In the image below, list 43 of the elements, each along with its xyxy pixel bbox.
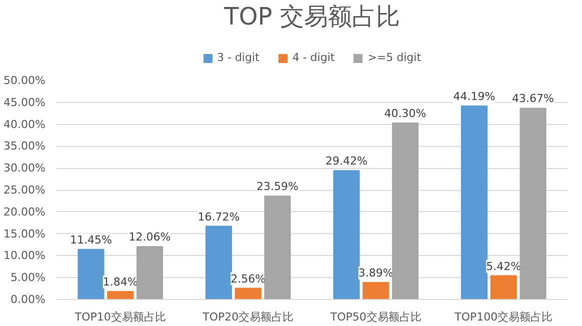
data-label: 40.30% (384, 106, 426, 120)
bar (234, 288, 262, 300)
data-label: 2.56% (230, 272, 266, 286)
bar (490, 275, 517, 300)
y-tick-label: 50.00% (4, 74, 46, 87)
y-tick-label: 15.00% (4, 227, 46, 240)
y-tick-label: 30.00% (4, 162, 46, 175)
y-tick-label: 10.00% (4, 249, 46, 262)
bar (520, 108, 546, 300)
bar (205, 226, 232, 300)
data-label: 16.72% (198, 210, 240, 224)
bar (333, 170, 360, 300)
y-tick-label: 40.00% (4, 118, 46, 131)
data-label: 12.06% (128, 230, 171, 244)
data-label: 3.89% (358, 266, 394, 280)
bar (460, 105, 488, 300)
x-tick-label: TOP50交易额占比 (329, 310, 422, 324)
data-label: 23.59% (256, 180, 298, 194)
data-label: 5.42% (486, 260, 522, 273)
y-tick-label: 35.00% (4, 140, 46, 153)
bar (362, 282, 390, 300)
x-tick-label: TOP100交易额占比 (454, 310, 553, 324)
bar (107, 290, 134, 300)
legend-label: 4 - digit (292, 51, 335, 64)
legend-label: 3 - digit (216, 51, 260, 64)
data-label: 44.19% (453, 90, 496, 103)
y-tick-label: 20.00% (4, 205, 46, 218)
data-label: 43.67% (512, 92, 554, 106)
bar (136, 246, 164, 300)
legend-label: >=5 digit (368, 51, 422, 64)
bar (264, 196, 291, 300)
y-tick-label: 45.00% (4, 96, 46, 109)
data-label: 1.84% (102, 275, 138, 288)
data-label: 11.45% (70, 233, 112, 246)
y-tick-label: 5.00% (10, 271, 46, 284)
data-label: 29.42% (326, 154, 368, 168)
x-tick-label: TOP10交易额占比 (74, 310, 166, 324)
chart-title: TOP 交易额占比 (223, 2, 400, 30)
y-tick-label: 0.00% (10, 293, 46, 306)
x-tick-label: TOP20交易额占比 (202, 310, 294, 324)
y-tick-label: 25.00% (4, 184, 46, 196)
bar (392, 122, 419, 300)
bar (78, 248, 104, 300)
